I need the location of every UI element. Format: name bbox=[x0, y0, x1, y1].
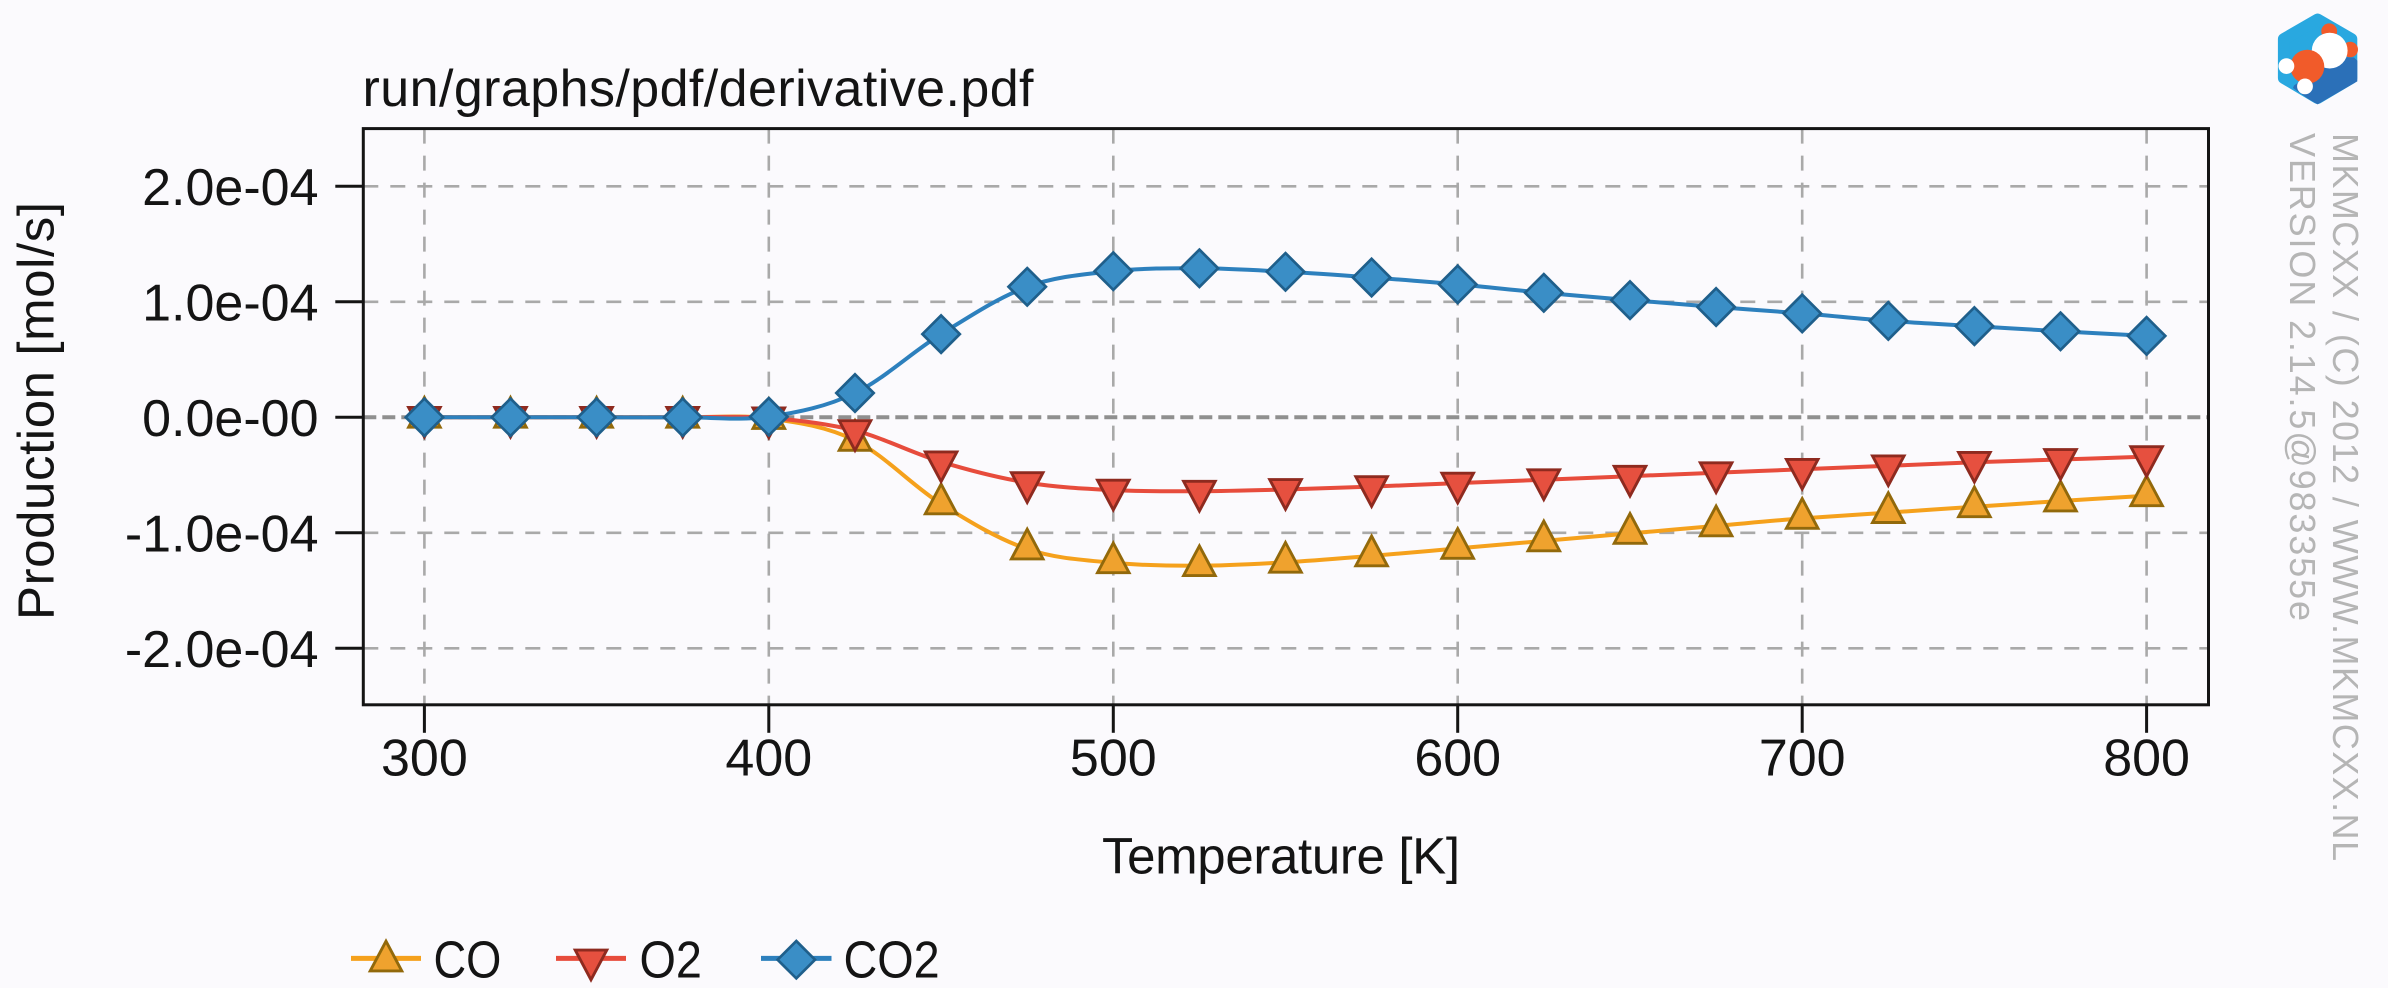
svg-text:1.0e-04: 1.0e-04 bbox=[142, 274, 318, 332]
svg-text:Production [mol/s]: Production [mol/s] bbox=[8, 202, 65, 620]
svg-text:O2: O2 bbox=[640, 931, 702, 988]
svg-text:Temperature [K]: Temperature [K] bbox=[1102, 828, 1460, 885]
svg-text:CO: CO bbox=[434, 932, 502, 988]
svg-text:CO2: CO2 bbox=[844, 931, 940, 988]
svg-text:500: 500 bbox=[1070, 730, 1157, 788]
svg-text:700: 700 bbox=[1759, 730, 1846, 788]
svg-text:800: 800 bbox=[2103, 730, 2190, 788]
svg-text:run/graphs/pdf/derivative.pdf: run/graphs/pdf/derivative.pdf bbox=[363, 60, 1035, 118]
svg-text:2.0e-04: 2.0e-04 bbox=[142, 159, 318, 217]
svg-text:MKMCXX / (C) 2012 / WWW.MKMCXX: MKMCXX / (C) 2012 / WWW.MKMCXX.NL bbox=[2325, 133, 2366, 861]
svg-text:300: 300 bbox=[381, 730, 468, 788]
svg-text:-1.0e-04: -1.0e-04 bbox=[125, 505, 319, 563]
svg-text:0.0e-00: 0.0e-00 bbox=[142, 390, 318, 448]
svg-text:VERSION 2.14.5@983355e: VERSION 2.14.5@983355e bbox=[2282, 133, 2323, 621]
svg-text:-2.0e-04: -2.0e-04 bbox=[125, 621, 319, 679]
svg-text:400: 400 bbox=[725, 730, 812, 788]
svg-text:600: 600 bbox=[1414, 730, 1501, 788]
